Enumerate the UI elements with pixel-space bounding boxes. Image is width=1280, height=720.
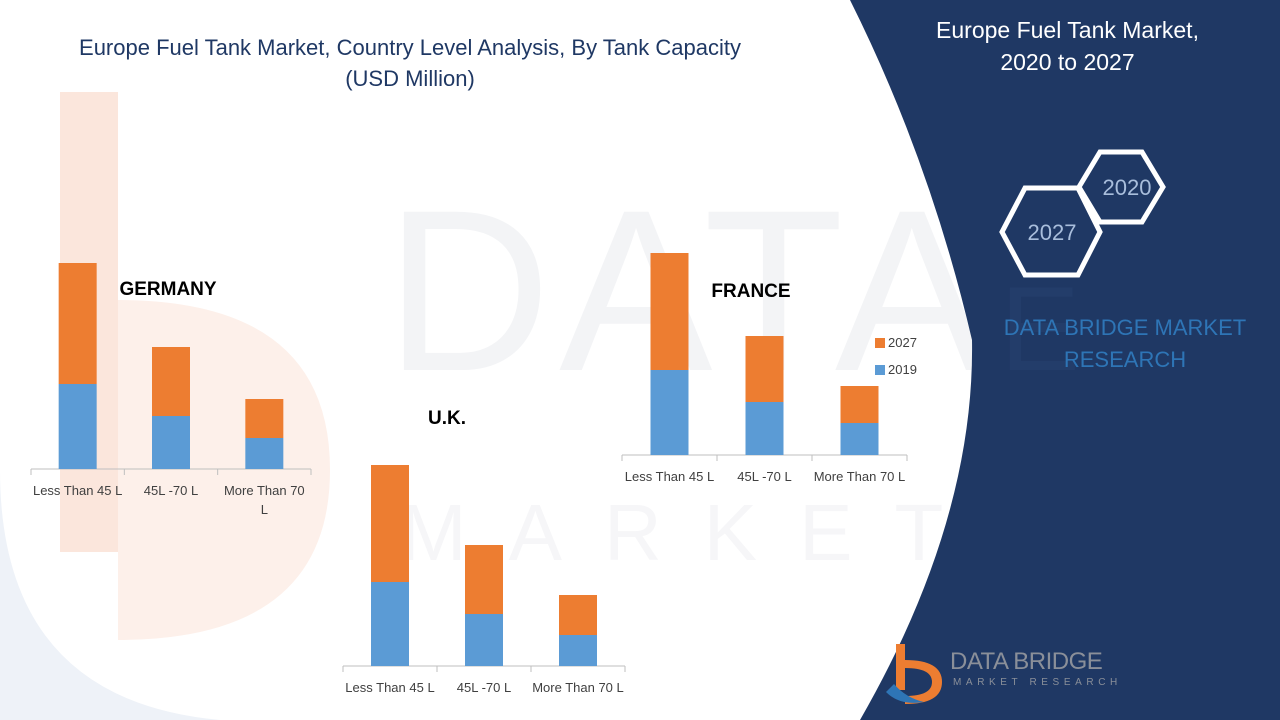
logo-name: DATA BRIDGE: [950, 648, 1103, 675]
bar-u-k-2019-3: [559, 635, 597, 666]
logo-icon: [886, 644, 942, 704]
legend-label-2027: 2027: [888, 335, 917, 350]
brand-text-line-1: DATA BRIDGE MARKET: [1003, 315, 1247, 340]
hexagon-2027-label: 2027: [1028, 220, 1077, 245]
bar-u-k-2019-2: [465, 614, 503, 666]
bar-france-2027-3: [840, 386, 879, 423]
legend-swatch-2027: [875, 338, 885, 348]
bar-u-k-2027-1: [371, 465, 409, 582]
page-title: Europe Fuel Tank Market, Country Level A…: [60, 32, 760, 94]
svg-text:E: E: [1000, 262, 1080, 396]
chart-germany: Less Than 45 L 45L -70 L More Than 70 L GERM…: [30, 263, 312, 517]
x-tick-label: 45L -70 L: [457, 680, 511, 695]
bar-france-2019-3: [840, 423, 879, 455]
bar-germany-2027-2: [152, 347, 190, 416]
x-tick-label: Less Than 45 L: [33, 483, 122, 498]
bar-u-k-2027-3: [559, 595, 597, 635]
title-line-1: Europe Fuel Tank Market, Country Level A…: [79, 35, 741, 60]
x-tick-label: 45L -70 L: [737, 469, 791, 484]
panel-title-line-1: Europe Fuel Tank Market,: [936, 17, 1199, 43]
x-tick-label: More Than 70 L: [532, 680, 624, 695]
legend: 2027 2019: [875, 335, 917, 377]
x-tick-label: More Than 70 L: [224, 483, 305, 517]
chart-title: GERMANY: [119, 279, 216, 300]
panel-title-line-2: 2020 to 2027: [1000, 49, 1135, 75]
x-tick-label: More Than 70 L: [814, 469, 906, 484]
x-tick-label: Less Than 45 L: [345, 680, 434, 695]
title-line-2: (USD Million): [345, 66, 475, 91]
chart-u-k: Less Than 45 L 45L -70 L More Than 70 L U.K…: [342, 408, 626, 695]
bar-france-2019-2: [745, 402, 784, 455]
x-tick-label: 45L -70 L: [144, 483, 198, 498]
hexagon-2020-label: 2020: [1103, 175, 1152, 200]
bar-germany-2027-1: [58, 263, 97, 384]
bar-germany-2027-3: [245, 399, 284, 438]
logo-subtitle: MARKET RESEARCH: [953, 677, 1122, 688]
legend-label-2019: 2019: [888, 362, 917, 377]
chart-title: FRANCE: [711, 281, 790, 302]
panel-title: Europe Fuel Tank Market, 2020 to 2027: [905, 14, 1230, 78]
bar-france-2027-2: [745, 336, 784, 402]
bar-france-2027-1: [650, 253, 689, 370]
bar-germany-2019-3: [245, 438, 284, 469]
bar-germany-2019-1: [58, 384, 97, 469]
x-tick-label: Less Than 45 L: [625, 469, 714, 484]
chart-france: Less Than 45 L 45L -70 L More Than 70 L FRA…: [621, 253, 917, 484]
bar-u-k-2019-1: [371, 582, 409, 666]
bar-germany-2019-2: [152, 416, 190, 469]
bar-u-k-2027-2: [465, 545, 503, 614]
brand-text: DATA BRIDGE MARKET RESEARCH: [990, 312, 1260, 376]
legend-swatch-2019: [875, 365, 885, 375]
bar-france-2019-1: [650, 370, 689, 455]
hexagon-2027: [999, 185, 1103, 278]
chart-title: U.K.: [428, 408, 466, 429]
brand-text-line-2: RESEARCH: [1063, 347, 1187, 372]
